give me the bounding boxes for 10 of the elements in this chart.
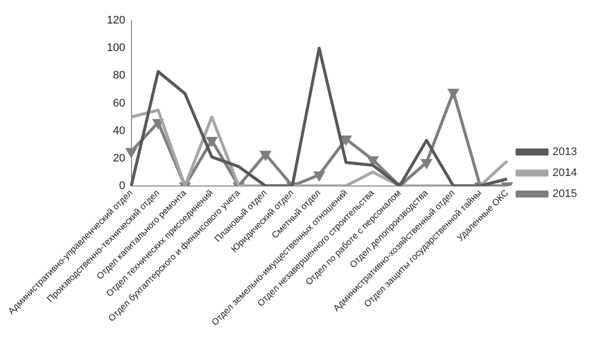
legend-label: 2013	[552, 146, 578, 158]
y-tick-label: 20	[113, 152, 126, 164]
y-tick-label: 0	[119, 180, 126, 192]
y-tick-label: 100	[106, 42, 126, 54]
legend-label: 2015	[552, 188, 578, 200]
y-tick-label: 120	[106, 14, 126, 27]
y-tick-label: 40	[113, 124, 126, 137]
legend-label: 2014	[552, 167, 578, 180]
y-tick-label: 60	[113, 97, 126, 110]
y-tick-label: 80	[113, 70, 126, 82]
